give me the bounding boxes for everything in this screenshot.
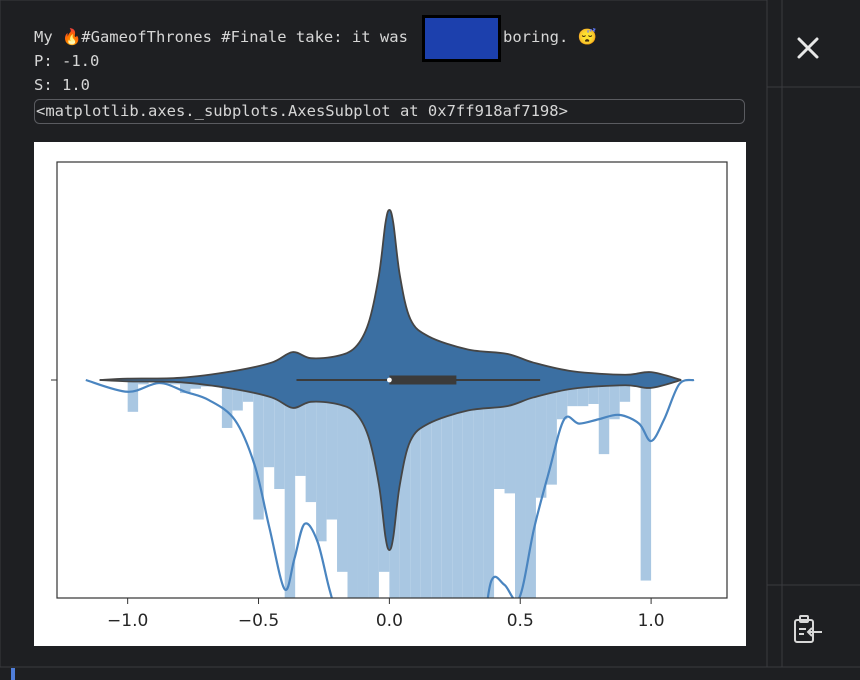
output-text: boring. 😴 bbox=[503, 27, 597, 46]
histogram-bar bbox=[180, 380, 191, 394]
output-text: My 🔥#GameofThrones #Finale take: it was bbox=[34, 27, 408, 46]
histogram-bar bbox=[284, 380, 296, 598]
x-tick-label: −1.0 bbox=[107, 611, 148, 631]
histogram-bar bbox=[515, 380, 526, 598]
histogram-bar bbox=[431, 380, 442, 598]
histogram-bar bbox=[577, 380, 589, 407]
histogram-bar bbox=[546, 380, 557, 485]
violin-box bbox=[389, 375, 457, 385]
x-tick-label: 0.5 bbox=[507, 611, 534, 631]
histogram-bar bbox=[221, 380, 233, 428]
histogram-bar bbox=[494, 380, 505, 489]
violin-outline bbox=[99, 379, 682, 551]
histogram-bar bbox=[462, 380, 474, 598]
histogram-bar bbox=[525, 380, 536, 598]
output-text: <matplotlib.axes._subplots.AxesSubplot a… bbox=[36, 102, 568, 120]
plot-area bbox=[85, 209, 695, 598]
redacted-box bbox=[422, 15, 501, 62]
histogram-bar bbox=[232, 380, 243, 411]
violin-median bbox=[386, 377, 392, 383]
output-text: P: -1.0 bbox=[34, 52, 99, 70]
histogram-bar bbox=[556, 380, 568, 420]
histogram-bar bbox=[640, 380, 652, 581]
histogram-bar bbox=[473, 380, 484, 598]
histogram-bar bbox=[305, 380, 317, 503]
x-axis: −1.0 −0.5 0.0 0.5 1.0 bbox=[107, 598, 665, 631]
histogram-bar bbox=[357, 380, 369, 598]
histogram-bar bbox=[399, 380, 411, 598]
x-tick-label: 0.0 bbox=[376, 611, 403, 631]
histogram-bar bbox=[441, 380, 453, 598]
histogram-bar bbox=[316, 380, 327, 542]
histogram-bar bbox=[535, 380, 547, 498]
histogram-bar bbox=[127, 380, 139, 412]
histogram-bar bbox=[295, 380, 306, 476]
histogram-bar bbox=[588, 380, 599, 404]
histogram-bar bbox=[609, 380, 620, 420]
violin-body bbox=[99, 209, 682, 380]
histogram-bar bbox=[337, 380, 348, 572]
x-tick-label: −0.5 bbox=[238, 611, 279, 631]
histogram-bar bbox=[504, 380, 516, 494]
histogram-bar bbox=[368, 380, 379, 598]
histogram-bar bbox=[253, 380, 264, 520]
histogram-bar bbox=[567, 380, 578, 407]
x-tick-label: 1.0 bbox=[638, 611, 665, 631]
histogram-bar bbox=[347, 380, 358, 598]
histogram-bar bbox=[452, 380, 463, 598]
histogram-bar bbox=[274, 380, 285, 489]
histogram-bar bbox=[410, 380, 421, 598]
histogram-bar bbox=[263, 380, 275, 468]
histogram-bar bbox=[483, 380, 495, 598]
close-button[interactable] bbox=[797, 37, 819, 59]
repr-box bbox=[34, 99, 745, 124]
cursor-marker bbox=[11, 668, 15, 680]
violin-outline bbox=[99, 209, 682, 381]
histogram-bar bbox=[326, 380, 338, 520]
kde-line bbox=[85, 378, 695, 598]
paste-button[interactable] bbox=[794, 615, 822, 643]
violin-body bbox=[99, 380, 682, 551]
histogram-bar bbox=[619, 380, 631, 402]
output-text: S: 1.0 bbox=[34, 76, 90, 94]
histogram-bar bbox=[420, 380, 432, 598]
